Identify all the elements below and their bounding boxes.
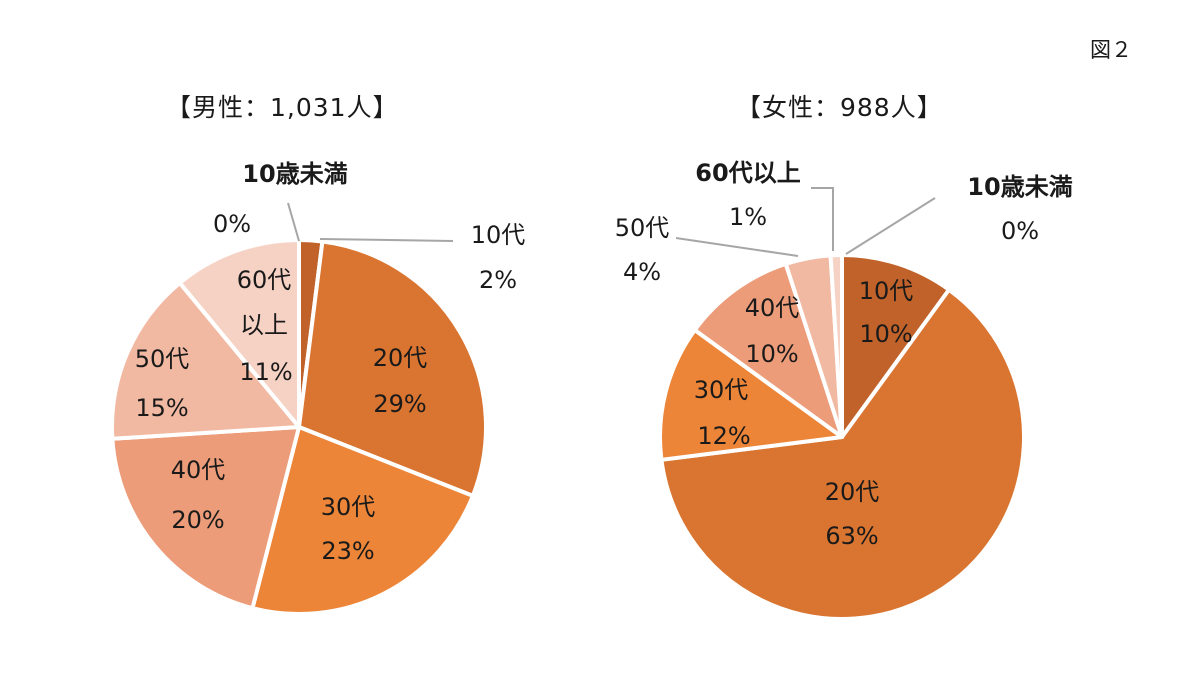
slice-label-male-6-line0: 60代 — [237, 266, 292, 294]
slice-percent-female-1: 10% — [859, 320, 912, 348]
chart-title-male: 【男性：1,031人】 — [166, 93, 399, 122]
slice-percent-female-4: 10% — [745, 340, 798, 368]
slice-label-female-4: 40代 — [745, 294, 800, 322]
slice-label-female-3: 30代 — [694, 376, 749, 404]
pie-slice-female-1 — [840, 253, 951, 439]
pie-slice-female-6 — [828, 253, 844, 439]
leader-line-male-0 — [287, 202, 300, 242]
slice-percent-male-4: 20% — [171, 506, 224, 534]
slice-percent-female-5: 4% — [623, 258, 661, 286]
slice-percent-female-6: 1% — [729, 203, 767, 231]
slice-percent-male-5: 15% — [135, 394, 188, 422]
slice-label-female-1: 10代 — [859, 277, 914, 305]
leader-line-female-0 — [845, 197, 936, 255]
slice-percent-male-2: 29% — [373, 390, 426, 418]
pie-slice-male-4 — [110, 425, 301, 611]
slice-label-male-2: 20代 — [373, 344, 428, 372]
slice-label-male-1: 10代 — [471, 221, 526, 249]
slice-label-male-4: 40代 — [171, 456, 226, 484]
slice-label-male-6-line1: 以上 — [240, 311, 288, 339]
slice-percent-male-0: 0% — [213, 210, 251, 238]
slice-percent-male-1: 2% — [479, 266, 517, 294]
pie-slice-male-5 — [110, 280, 301, 441]
slice-label-male-5: 50代 — [135, 345, 190, 373]
pie-slice-female-4 — [692, 261, 844, 439]
slice-percent-male-6: 11% — [239, 358, 292, 386]
slice-percent-male-3: 23% — [321, 537, 374, 565]
slice-label-female-6: 60代以上 — [695, 159, 800, 187]
slice-percent-female-2: 63% — [825, 522, 878, 550]
pie-slice-female-3 — [658, 328, 844, 462]
pie-slice-male-6 — [177, 238, 301, 429]
leader-line-female-6 — [811, 187, 834, 251]
chart-title-female: 【女性：988人】 — [736, 93, 943, 122]
slice-percent-female-0: 0% — [1001, 217, 1039, 245]
slice-percent-female-3: 12% — [697, 422, 750, 450]
slice-label-female-0: 10歳未満 — [967, 173, 1072, 201]
figure-label: 図２ — [1090, 38, 1132, 62]
pie-slice-male-2 — [297, 239, 488, 498]
leader-line-male-1 — [319, 238, 454, 242]
pie-female: 10歳未満 0% 10代 10% 20代 63% 30代 12% 40代 10% 50代 4% 60代以… — [615, 159, 1073, 621]
slice-label-female-5: 50代 — [615, 214, 670, 242]
slice-label-male-3: 30代 — [321, 493, 376, 521]
leader-line-female-5 — [675, 237, 799, 257]
pie-slice-female-2 — [659, 287, 1026, 621]
slice-label-female-2: 20代 — [825, 478, 880, 506]
pie-slice-male-3 — [250, 425, 475, 616]
pie-male: 10歳未満 0% 10代 2% 20代 29% 30代 23% 40代 20% 50代 15% 60代以… — [110, 160, 526, 616]
slice-label-male-0: 10歳未満 — [242, 160, 347, 188]
